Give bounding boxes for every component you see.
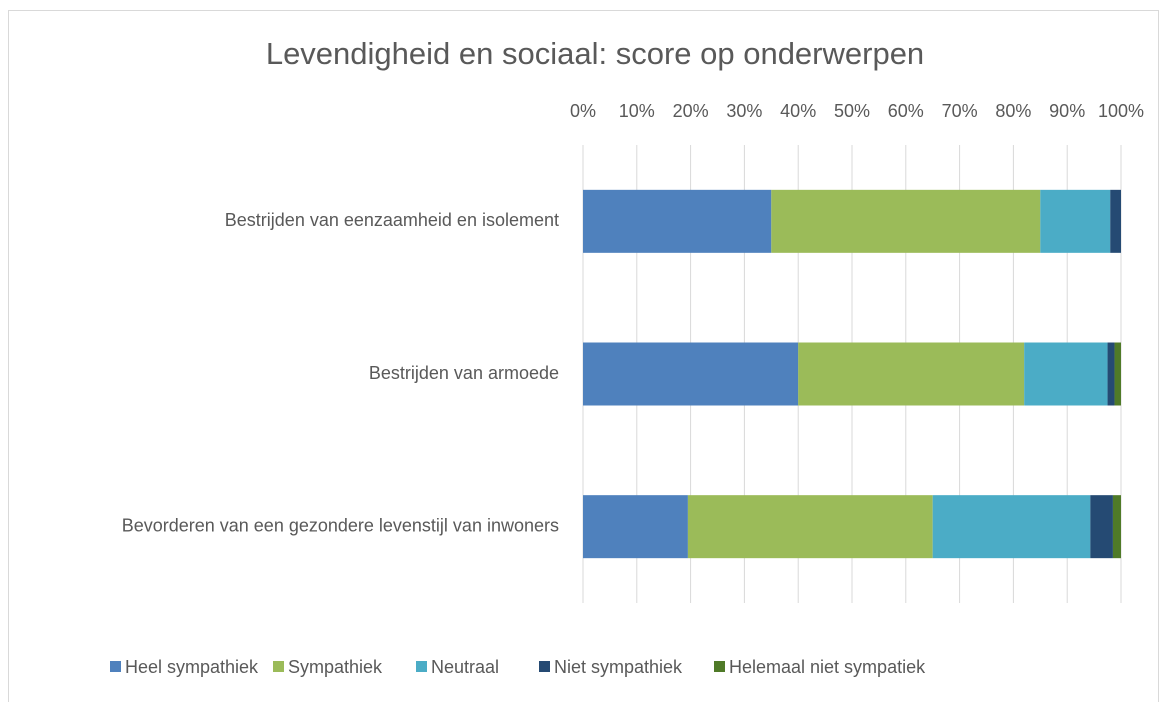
x-tick-label: 20%: [673, 101, 709, 121]
x-tick-label: 70%: [942, 101, 978, 121]
bar-segment: [1110, 189, 1121, 253]
bar-segment: [583, 189, 772, 253]
legend-label: Helemaal niet sympatiek: [729, 657, 926, 677]
bar-segment: [1090, 495, 1113, 559]
y-tick-label: Bestrijden van eenzaamheid en isolement: [225, 210, 559, 230]
bar-segment: [583, 495, 688, 559]
x-tick-label: 40%: [780, 101, 816, 121]
legend-swatch: [539, 661, 550, 672]
legend-swatch: [273, 661, 284, 672]
x-tick-label: 50%: [834, 101, 870, 121]
bar-segment: [1107, 342, 1115, 406]
x-tick-label: 90%: [1049, 101, 1085, 121]
bar-segment: [583, 342, 799, 406]
x-tick-label: 10%: [619, 101, 655, 121]
bar-segment: [1024, 342, 1108, 406]
x-tick-label: 0%: [570, 101, 596, 121]
x-tick-label: 80%: [995, 101, 1031, 121]
x-tick-label: 100%: [1098, 101, 1144, 121]
bar-segment: [771, 189, 1041, 253]
legend-swatch: [714, 661, 725, 672]
legend-swatch: [416, 661, 427, 672]
legend-label: Niet sympathiek: [554, 657, 683, 677]
bar-segment: [1040, 189, 1111, 253]
bar-segment: [1112, 495, 1121, 559]
chart-title: Levendigheid en sociaal: score op onderw…: [266, 36, 924, 71]
y-tick-label: Bevorderen van een gezondere levenstijl …: [122, 515, 559, 535]
x-tick-label: 30%: [726, 101, 762, 121]
bar-segment: [932, 495, 1091, 559]
x-tick-label: 60%: [888, 101, 924, 121]
legend-label: Sympathiek: [288, 657, 383, 677]
legend-label: Neutraal: [431, 657, 499, 677]
legend-swatch: [110, 661, 121, 672]
bar-segment: [1114, 342, 1121, 406]
legend-label: Heel sympathiek: [125, 657, 259, 677]
bar-segment: [798, 342, 1025, 406]
bar-segment: [687, 495, 933, 559]
y-tick-label: Bestrijden van armoede: [369, 363, 559, 383]
